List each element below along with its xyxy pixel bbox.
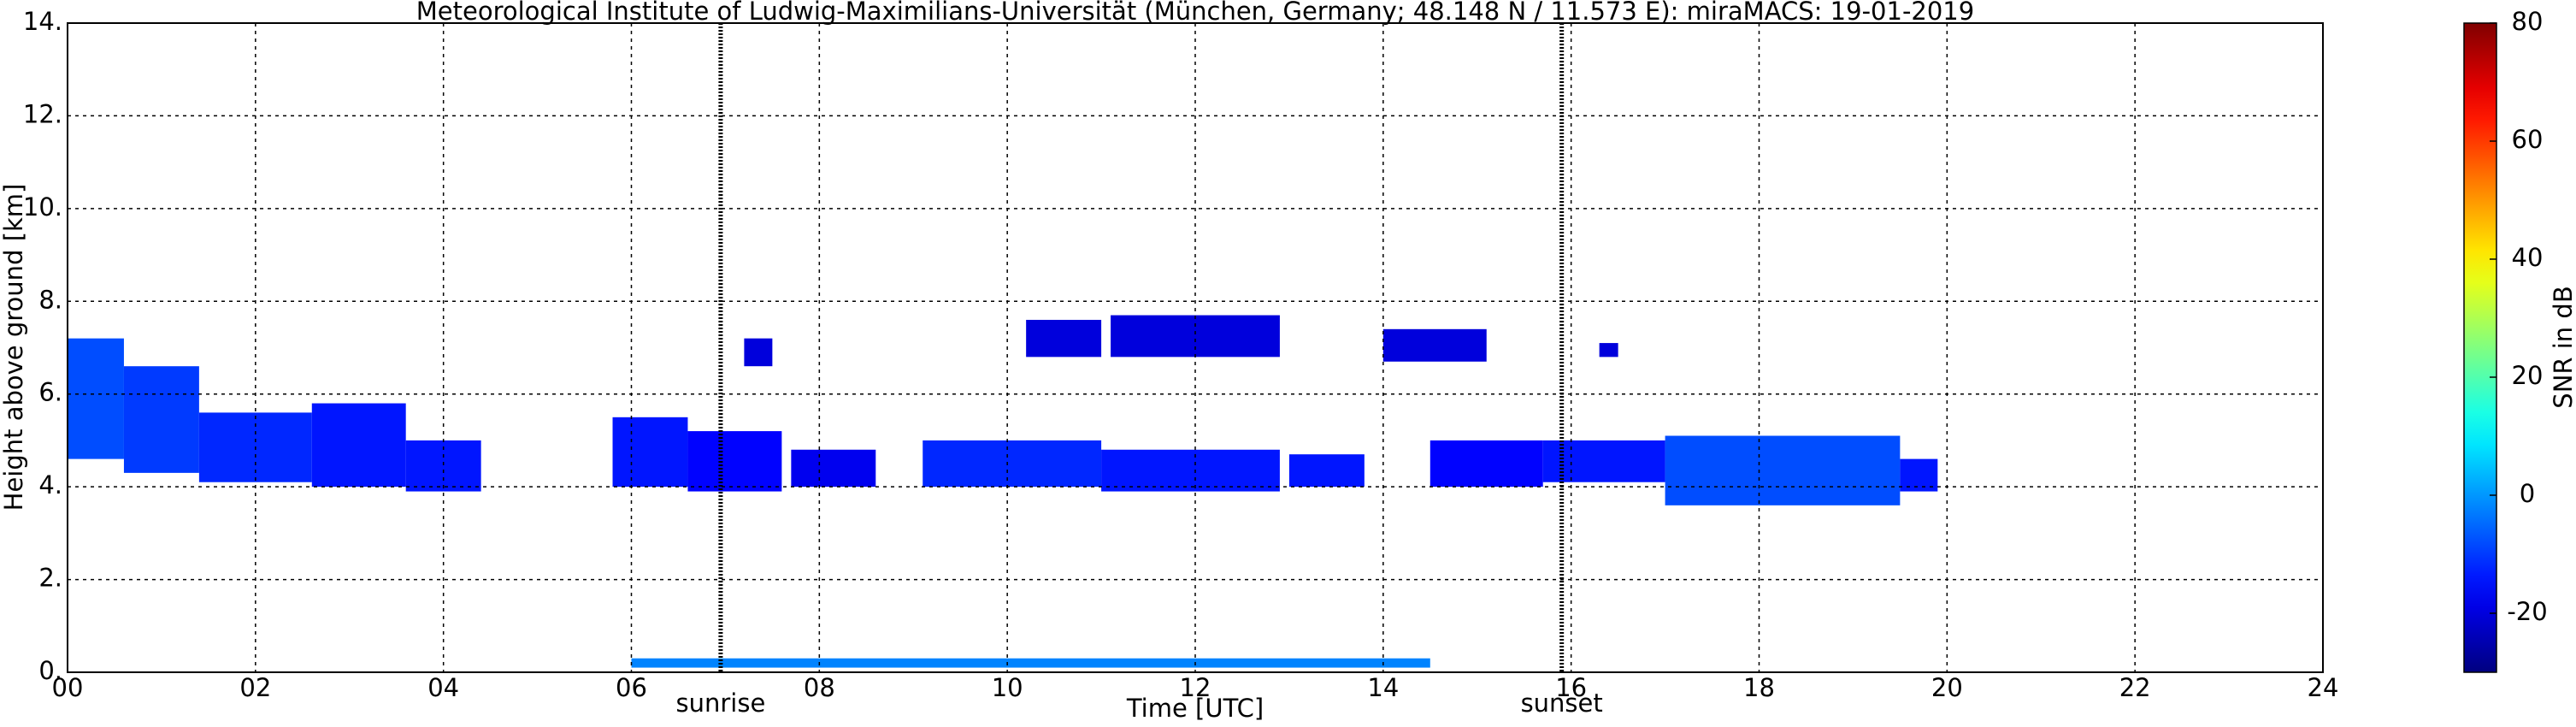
x-tick-label: 14: [1367, 673, 1399, 702]
colorbar-tick-label: 0: [2520, 479, 2535, 508]
echo-region: [744, 338, 773, 367]
y-axis-label: Height above ground [km]: [0, 184, 28, 511]
echo-region: [311, 403, 406, 488]
x-tick-label: 08: [804, 673, 835, 702]
x-tick-label: 22: [2119, 673, 2151, 702]
y-tick-label: 6.: [38, 378, 62, 407]
x-tick-label: 16: [1555, 673, 1587, 702]
x-tick-label: 20: [1931, 673, 1963, 702]
y-tick-label: 0.: [38, 656, 62, 685]
x-tick-label: 10: [992, 673, 1023, 702]
echo-region: [791, 449, 876, 488]
x-tick-label: 00: [52, 673, 84, 702]
colorbar-tick-label: 80: [2512, 7, 2544, 36]
colorbar-tick-label: 40: [2512, 243, 2544, 272]
echo-region: [1111, 315, 1280, 358]
annotation-label: sunrise: [676, 689, 766, 718]
x-tick-label: 06: [616, 673, 647, 702]
echo-region: [612, 417, 688, 488]
echo-region: [1288, 454, 1365, 488]
x-tick-label: 24: [2308, 673, 2339, 702]
y-tick-label: 2.: [38, 564, 62, 593]
colorbar-label: SNR in dB: [2549, 286, 2576, 408]
annotation-label: sunset: [1521, 689, 1603, 718]
y-tick-label: 10.: [23, 192, 62, 222]
colorbar-tick-label: 20: [2512, 361, 2544, 390]
echo-region: [1900, 458, 1938, 492]
echo-region: [1026, 319, 1102, 358]
y-tick-label: 12.: [23, 99, 62, 128]
colorbar: [2463, 22, 2497, 673]
echo-region: [1382, 328, 1487, 362]
colorbar-tick-label: -20: [2507, 597, 2547, 626]
echo-region: [1599, 343, 1618, 358]
x-tick-label: 04: [427, 673, 459, 702]
chart-title: Meteorological Institute of Ludwig-Maxim…: [416, 0, 1974, 26]
echo-region: [1429, 440, 1543, 488]
y-tick-label: 4.: [38, 470, 62, 499]
echo-region: [687, 431, 782, 492]
echo-region: [68, 338, 124, 459]
colorbar-tick-label: 60: [2512, 125, 2544, 154]
echo-region: [123, 366, 199, 473]
x-tick-label: 02: [239, 673, 271, 702]
x-tick-label: 18: [1743, 673, 1775, 702]
echo-region: [1101, 449, 1280, 492]
y-tick-label: 8.: [38, 285, 62, 314]
y-tick-label: 14.: [23, 7, 62, 36]
plot-frame: [67, 22, 2324, 673]
echo-region: [631, 658, 1430, 668]
x-tick-label: 12: [1180, 673, 1211, 702]
echo-region: [1665, 435, 1901, 505]
echo-region: [923, 440, 1102, 488]
x-axis-label: Time [UTC]: [1126, 694, 1264, 723]
